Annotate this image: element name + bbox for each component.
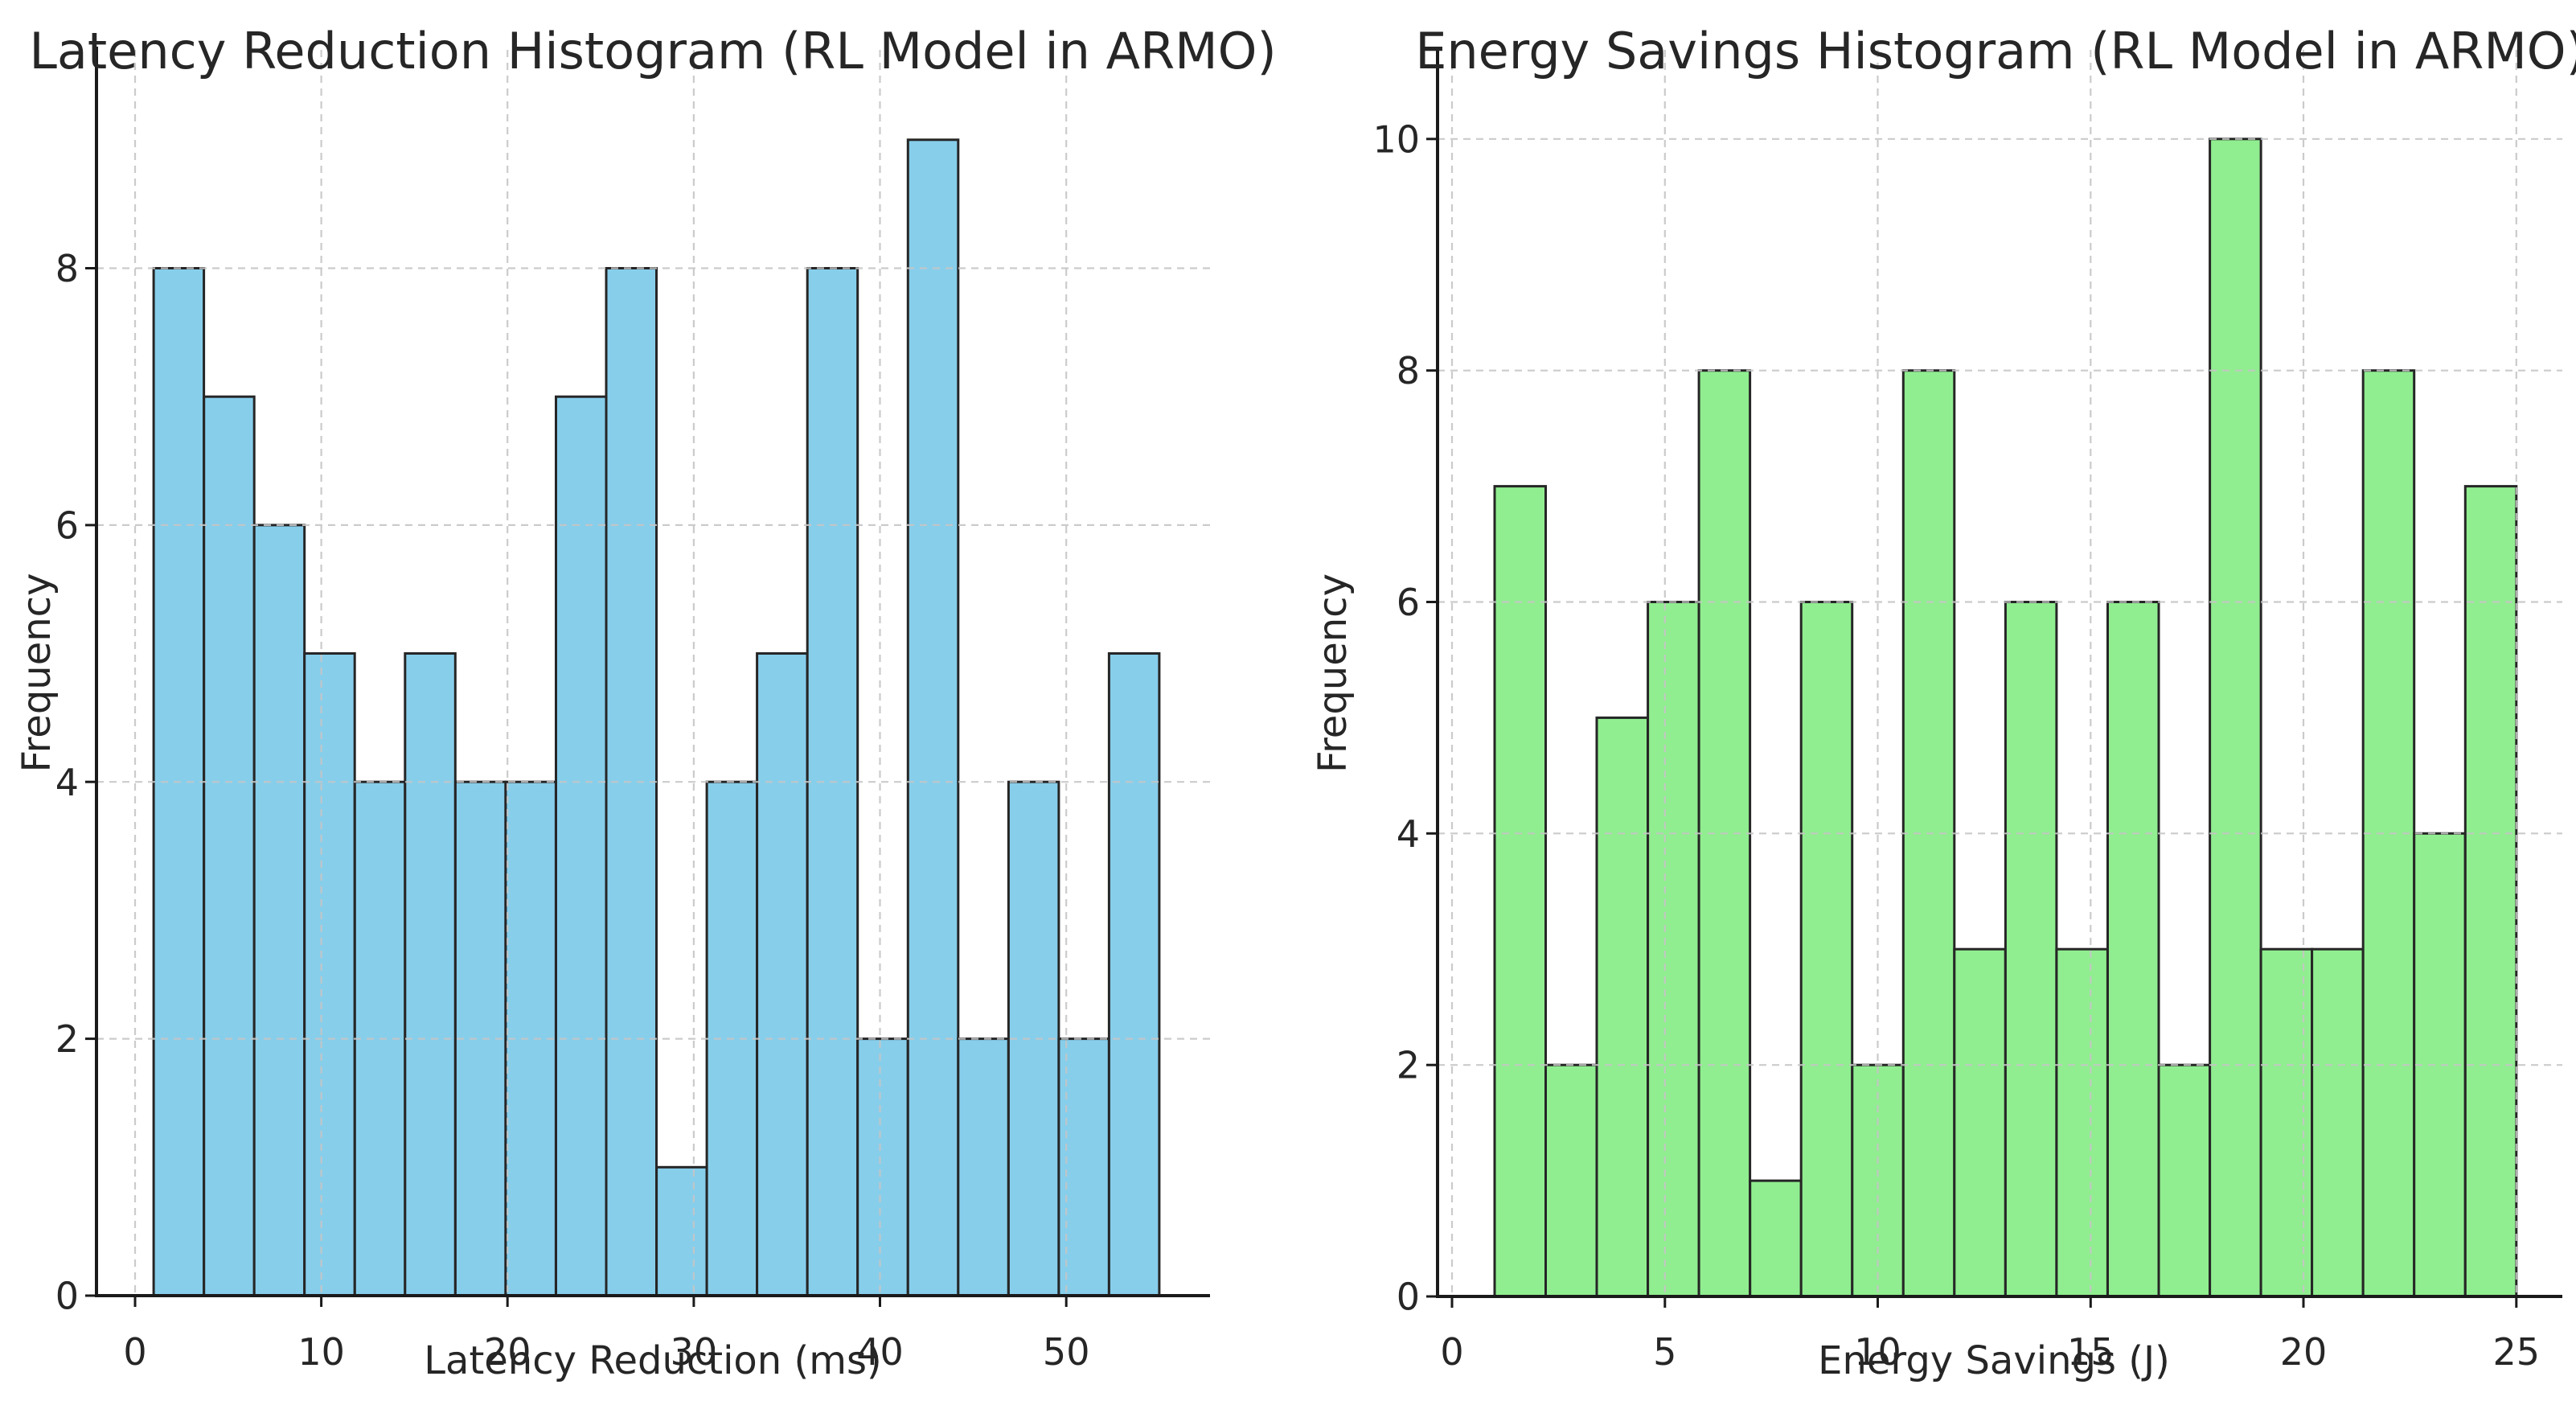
histogram-bar <box>2004 601 2058 1298</box>
y-tick-label: 4 <box>1397 812 1420 856</box>
histogram-bars <box>1493 138 2518 1298</box>
y-axis-label: Frequency <box>1311 573 1356 773</box>
latency-reduction-histogram-svg: 0 10 20 30 40 50 0 2 4 6 8 Latency Reduction Histog… <box>14 22 1277 1383</box>
x-axis-label: Energy Savings (J) <box>1818 1338 2170 1383</box>
x-tick-label: 10 <box>1854 1330 1901 1374</box>
x-tick-label: 50 <box>1043 1330 1090 1374</box>
x-tick-label: 15 <box>2067 1330 2115 1374</box>
x-tick-label: 0 <box>123 1330 146 1374</box>
x-tick-label: 40 <box>856 1330 904 1374</box>
histogram-bar <box>252 524 306 1297</box>
histogram-bar <box>2106 601 2160 1298</box>
histogram-bar <box>1953 947 2007 1298</box>
histogram-bar <box>555 395 608 1297</box>
y-tick-label: 0 <box>1397 1276 1420 1319</box>
histogram-bar <box>1595 716 1649 1298</box>
histogram-bar <box>655 1165 708 1297</box>
energy-savings-histogram: 0 5 10 15 20 25 0 2 4 6 8 10 Energy Savings Histogra… <box>1288 0 2576 1401</box>
histogram-bar <box>1057 1037 1110 1297</box>
chart-title: Latency Reduction Histogram (RL Model in… <box>29 22 1276 80</box>
y-tick-label: 10 <box>1372 117 1420 161</box>
gridlines <box>1438 50 2562 1298</box>
y-tick-label: 0 <box>55 1275 79 1318</box>
histogram-bar <box>2055 947 2109 1298</box>
histogram-bar <box>906 138 960 1297</box>
x-tick-label: 20 <box>484 1330 531 1374</box>
y-tick-label: 2 <box>1397 1044 1420 1087</box>
histogram-bar <box>1647 601 1700 1298</box>
histogram-bar <box>2157 1063 2211 1298</box>
histogram-bar <box>1749 1179 1803 1298</box>
histogram-bar <box>1799 601 1854 1298</box>
histogram-bar <box>957 1037 1010 1297</box>
x-tick-label: 25 <box>2493 1330 2541 1374</box>
histogram-bar <box>856 1037 909 1297</box>
histogram-bar <box>1493 485 1547 1298</box>
y-tick-label: 6 <box>1397 581 1420 624</box>
y-axis-label: Frequency <box>14 573 59 773</box>
chart-title: Energy Savings Histogram (RL Model in AR… <box>1415 22 2576 80</box>
histogram-bar <box>303 652 356 1297</box>
y-tick-label: 4 <box>55 761 79 804</box>
histogram-bar <box>2311 947 2365 1298</box>
x-axis-label: Latency Reduction (ms) <box>424 1338 881 1383</box>
histogram-bar <box>756 652 809 1297</box>
energy-savings-histogram-svg: 0 5 10 15 20 25 0 2 4 6 8 10 Energy Savings Histogra… <box>1288 0 2576 1401</box>
histogram-bar <box>2209 138 2262 1298</box>
y-tick-label: 8 <box>1397 349 1420 392</box>
histogram-bar <box>605 267 658 1297</box>
x-tick-label: 0 <box>1440 1330 1463 1374</box>
gridlines <box>96 50 1210 1297</box>
x-tick-label: 10 <box>297 1330 345 1374</box>
histogram-bar <box>404 652 457 1297</box>
histogram-bar <box>1544 1063 1598 1298</box>
histogram-bar <box>203 395 256 1297</box>
y-tick-label: 6 <box>55 503 79 547</box>
y-tick-label: 8 <box>55 247 79 290</box>
x-tick-label: 5 <box>1653 1330 1676 1374</box>
latency-reduction-histogram: 0 10 20 30 40 50 0 2 4 6 8 Latency Reduction Histog… <box>14 22 1277 1383</box>
histogram-bar <box>2463 485 2518 1298</box>
x-tick-label: 30 <box>671 1330 718 1374</box>
y-tick-label: 2 <box>55 1017 79 1061</box>
x-tick-label: 20 <box>2280 1330 2328 1374</box>
histogram-bar <box>1107 652 1161 1297</box>
